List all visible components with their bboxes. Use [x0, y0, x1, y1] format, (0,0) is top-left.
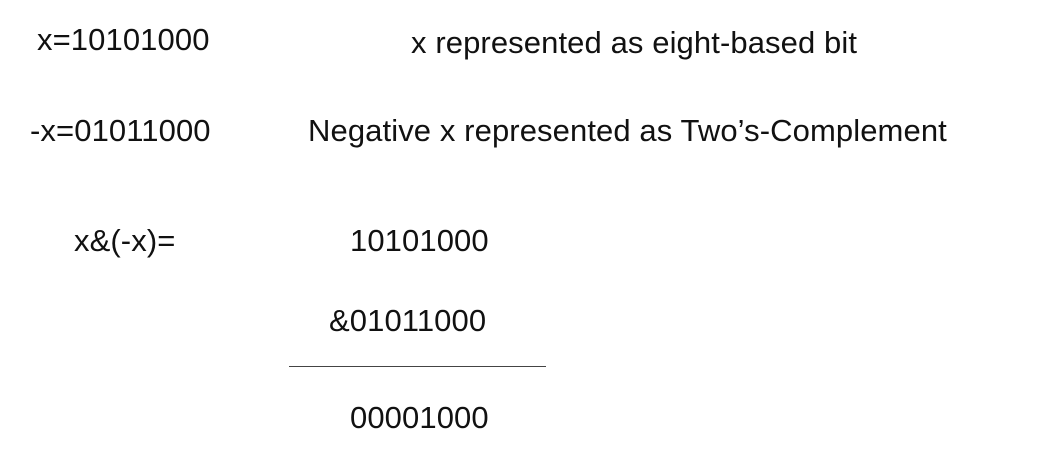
- operand-1: 10101000: [350, 223, 489, 258]
- result: 00001000: [350, 400, 489, 435]
- sum-line: [289, 366, 546, 367]
- x-description: x represented as eight-based bit: [411, 25, 858, 60]
- operation-label: x&(-x)=: [74, 223, 176, 258]
- neg-x-definition: -x=01011000: [30, 113, 211, 148]
- operand-2: &01011000: [329, 303, 487, 338]
- x-definition: x=10101000: [37, 22, 210, 57]
- neg-x-description: Negative x represented as Two’s-Compleme…: [308, 113, 947, 148]
